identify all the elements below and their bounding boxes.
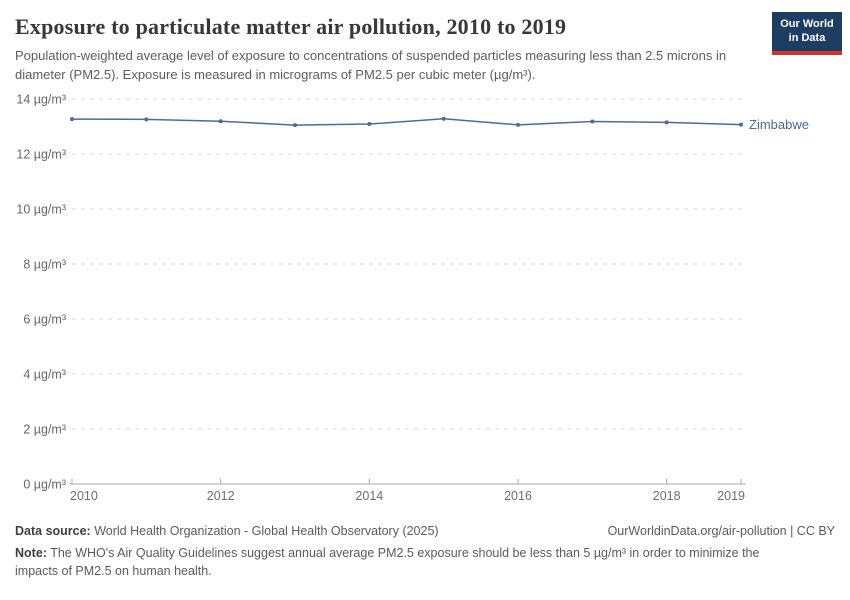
y-tick-label: 14 µg/m³ <box>16 92 66 106</box>
y-tick-label: 10 µg/m³ <box>16 202 66 216</box>
x-tick-label: 2014 <box>355 489 383 503</box>
data-point <box>441 116 446 121</box>
y-tick-label: 6 µg/m³ <box>23 312 66 326</box>
footer-note: Note: The WHO's Air Quality Guidelines s… <box>15 544 763 580</box>
x-tick-label: 2012 <box>207 489 235 503</box>
chart-subtitle: Population-weighted average level of exp… <box>15 48 727 82</box>
data-point <box>367 121 372 126</box>
data-source-label: Data source: <box>15 523 91 538</box>
y-tick-label: 12 µg/m³ <box>16 147 66 161</box>
chart-svg: 0 µg/m³ 2 µg/m³ 4 µg/m³ 6 µg/m³ 8 µg/m³ 10 µg… <box>16 92 809 503</box>
data-point <box>516 122 520 127</box>
x-tick-label: 2019 <box>717 489 745 503</box>
owid-logo-line1: Our World <box>780 18 834 30</box>
chart-area: 0 µg/m³ 2 µg/m³ 4 µg/m³ 6 µg/m³ 8 µg/m³ 10 µg… <box>0 85 850 510</box>
x-tick-label: 2010 <box>70 489 98 503</box>
data-point <box>739 122 743 127</box>
page-title: Exposure to particulate matter air pollu… <box>15 14 567 39</box>
footer-source-row: Data source: World Health Organization -… <box>15 522 835 540</box>
data-point <box>70 116 74 121</box>
series-label: Zimbabwe <box>749 117 809 132</box>
y-tick-label: 2 µg/m³ <box>23 422 66 436</box>
x-tick-label: 2016 <box>504 489 532 503</box>
y-tick-label: 4 µg/m³ <box>23 367 66 381</box>
y-tick-label: 8 µg/m³ <box>23 257 66 271</box>
data-source: Data source: World Health Organization -… <box>15 522 439 540</box>
data-source-text: World Health Organization - Global Healt… <box>90 523 439 538</box>
owid-license-link[interactable]: OurWorldinData.org/air-pollution | CC BY <box>607 523 835 538</box>
y-tick-label: 0 µg/m³ <box>23 477 66 491</box>
x-tick-label: 2018 <box>653 489 681 503</box>
chart-header: Exposure to particulate matter air pollu… <box>0 0 850 85</box>
data-point <box>590 119 595 124</box>
series-line <box>71 117 742 126</box>
data-point <box>664 120 669 125</box>
data-point <box>218 118 223 123</box>
data-point <box>293 122 297 127</box>
owid-logo: Our World in Data <box>772 12 842 55</box>
note-text: The WHO's Air Quality Guidelines suggest… <box>15 545 760 578</box>
data-point <box>144 117 149 122</box>
chart-footer: Data source: World Health Organization -… <box>0 510 850 580</box>
owid-logo-line2: in Data <box>788 31 826 44</box>
note-label: Note: <box>15 545 47 560</box>
